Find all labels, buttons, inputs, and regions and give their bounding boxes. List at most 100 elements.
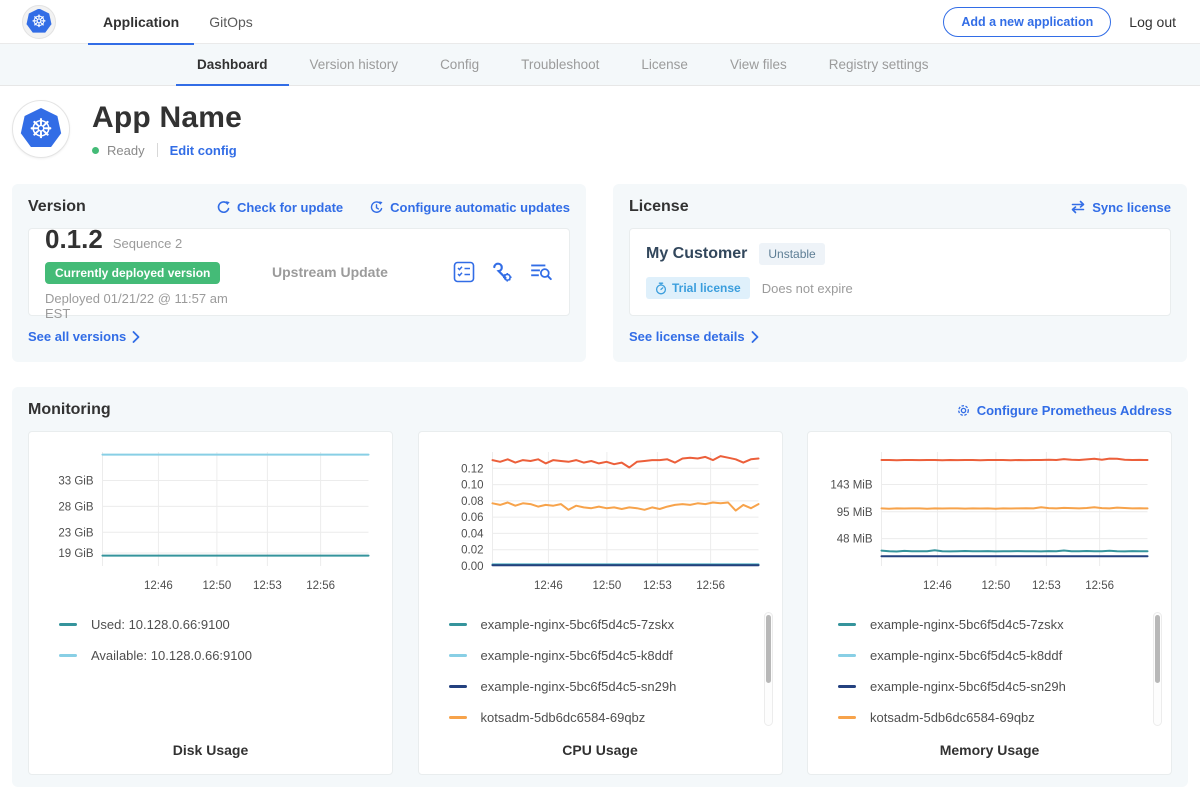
app-icon: ☸	[12, 100, 70, 158]
legend-item[interactable]: example-nginx-5bc6f5d4c5-7zskx	[449, 617, 772, 632]
svg-text:12:46: 12:46	[144, 580, 173, 592]
legend-scrollbar[interactable]	[764, 612, 773, 726]
topbar-tab-gitops[interactable]: GitOps	[194, 0, 268, 44]
subnav-tab-view-files[interactable]: View files	[709, 44, 808, 85]
stopwatch-icon	[655, 282, 667, 295]
subnav-tab-version-history[interactable]: Version history	[289, 44, 420, 85]
svg-text:12:53: 12:53	[253, 580, 282, 592]
config-wrench-icon[interactable]	[491, 261, 513, 283]
see-license-details-link[interactable]: See license details	[629, 329, 759, 344]
license-expiry: Does not expire	[762, 281, 853, 296]
preflight-checks-icon[interactable]	[453, 261, 475, 283]
kubernetes-logo[interactable]: ☸	[22, 5, 56, 39]
cpu-usage-chart-card: 12:4612:5012:5312:560.120.100.080.060.04…	[418, 431, 783, 775]
svg-text:0.10: 0.10	[461, 480, 483, 492]
page-title: App Name	[92, 101, 242, 135]
monitoring-title: Monitoring	[28, 401, 111, 419]
legend-color-dash	[838, 654, 856, 657]
legend-item[interactable]: Available: 10.128.0.66:9100	[59, 648, 382, 663]
legend-label: example-nginx-5bc6f5d4c5-k8ddf	[870, 648, 1062, 663]
legend-label: example-nginx-5bc6f5d4c5-k8ddf	[481, 648, 673, 663]
subnav-tab-license[interactable]: License	[620, 44, 709, 85]
schedule-icon	[369, 200, 384, 215]
legend-label: example-nginx-5bc6f5d4c5-sn29h	[481, 679, 677, 694]
legend-item[interactable]: Used: 10.128.0.66:9100	[59, 617, 382, 632]
disk-usage-title: Disk Usage	[29, 742, 392, 758]
memory-usage-plot: 12:4612:5012:5312:56143 MiB95 MiB48 MiB	[818, 444, 1161, 602]
version-number: 0.1.2	[45, 224, 103, 255]
cpu-usage-plot: 12:4612:5012:5312:560.120.100.080.060.04…	[429, 444, 772, 602]
legend-color-dash	[838, 685, 856, 688]
legend-item[interactable]: example-nginx-5bc6f5d4c5-k8ddf	[449, 648, 772, 663]
sync-icon	[1070, 200, 1086, 214]
license-card: License Sync license My Cust	[613, 184, 1187, 362]
chevron-right-icon	[132, 331, 140, 343]
version-source-label: Upstream Update	[250, 264, 453, 280]
legend-label: kotsadm-5db6dc6584-69qbz	[481, 710, 646, 725]
svg-text:28 GiB: 28 GiB	[58, 501, 93, 513]
license-card-title: License	[629, 198, 689, 216]
cpu-usage-legend: example-nginx-5bc6f5d4c5-7zskx example-ng…	[429, 617, 772, 725]
license-summary-row: My Customer Unstable Trial license Does …	[629, 228, 1171, 316]
memory-usage-chart-card: 12:4612:5012:5312:56143 MiB95 MiB48 MiB e…	[807, 431, 1172, 775]
legend-color-dash	[449, 623, 467, 626]
topbar-tab-application[interactable]: Application	[88, 0, 194, 44]
gear-icon	[956, 403, 971, 418]
channel-badge: Unstable	[759, 243, 824, 265]
see-all-versions-link[interactable]: See all versions	[28, 329, 140, 344]
svg-text:12:56: 12:56	[696, 580, 725, 592]
view-logs-icon[interactable]	[529, 261, 553, 283]
app-subnav: DashboardVersion historyConfigTroublesho…	[0, 44, 1200, 86]
legend-label: example-nginx-5bc6f5d4c5-7zskx	[481, 617, 675, 632]
svg-text:12:53: 12:53	[1032, 580, 1061, 592]
kubernetes-heptagon-icon: ☸	[26, 9, 52, 35]
svg-text:0.04: 0.04	[461, 528, 484, 540]
svg-text:0.02: 0.02	[461, 545, 483, 557]
edit-config-link[interactable]: Edit config	[170, 143, 237, 158]
svg-text:12:50: 12:50	[203, 580, 232, 592]
legend-item[interactable]: kotsadm-5db6dc6584-69qbz	[838, 710, 1161, 725]
add-application-button[interactable]: Add a new application	[943, 7, 1111, 37]
legend-color-dash	[449, 685, 467, 688]
legend-label: kotsadm-5db6dc6584-69qbz	[870, 710, 1035, 725]
subnav-tab-registry-settings[interactable]: Registry settings	[808, 44, 950, 85]
legend-color-dash	[59, 654, 77, 657]
svg-text:12:50: 12:50	[592, 580, 621, 592]
legend-item[interactable]: kotsadm-5db6dc6584-69qbz	[449, 710, 772, 725]
legend-item[interactable]: example-nginx-5bc6f5d4c5-k8ddf	[838, 648, 1161, 663]
memory-usage-title: Memory Usage	[808, 742, 1171, 758]
svg-text:12:46: 12:46	[923, 580, 952, 592]
legend-item[interactable]: example-nginx-5bc6f5d4c5-sn29h	[449, 679, 772, 694]
ready-status-dot	[92, 147, 99, 154]
memory-usage-legend: example-nginx-5bc6f5d4c5-7zskx example-ng…	[818, 617, 1161, 725]
subnav-tab-troubleshoot[interactable]: Troubleshoot	[500, 44, 620, 85]
scrollbar-thumb[interactable]	[1155, 615, 1160, 683]
legend-scrollbar[interactable]	[1153, 612, 1162, 726]
disk-usage-plot: 12:4612:5012:5312:5633 GiB28 GiB23 GiB19…	[39, 444, 382, 602]
subnav-tab-dashboard[interactable]: Dashboard	[176, 44, 289, 85]
status-text: Ready	[107, 143, 145, 158]
refresh-icon	[216, 200, 231, 215]
cpu-usage-title: CPU Usage	[419, 742, 782, 758]
logout-button[interactable]: Log out	[1129, 14, 1176, 30]
sync-license-link[interactable]: Sync license	[1070, 200, 1171, 215]
svg-text:19 GiB: 19 GiB	[58, 548, 93, 560]
deployed-badge: Currently deployed version	[45, 262, 220, 284]
scrollbar-thumb[interactable]	[766, 615, 771, 683]
current-version-row: 0.1.2 Sequence 2 Currently deployed vers…	[28, 228, 570, 316]
svg-text:0.00: 0.00	[461, 561, 483, 573]
configure-automatic-updates-link[interactable]: Configure automatic updates	[369, 200, 570, 215]
configure-prometheus-link[interactable]: Configure Prometheus Address	[956, 403, 1172, 418]
legend-item[interactable]: example-nginx-5bc6f5d4c5-7zskx	[838, 617, 1161, 632]
app-header: ☸ App Name Ready Edit config	[0, 86, 1200, 170]
legend-label: example-nginx-5bc6f5d4c5-sn29h	[870, 679, 1066, 694]
subnav-tab-config[interactable]: Config	[419, 44, 500, 85]
kubernetes-heptagon-icon: ☸	[20, 108, 62, 150]
check-for-update-link[interactable]: Check for update	[216, 200, 343, 215]
legend-color-dash	[59, 623, 77, 626]
disk-usage-chart-card: 12:4612:5012:5312:5633 GiB28 GiB23 GiB19…	[28, 431, 393, 775]
legend-color-dash	[838, 716, 856, 719]
chevron-right-icon	[751, 331, 759, 343]
legend-item[interactable]: example-nginx-5bc6f5d4c5-sn29h	[838, 679, 1161, 694]
svg-text:23 GiB: 23 GiB	[58, 527, 93, 539]
